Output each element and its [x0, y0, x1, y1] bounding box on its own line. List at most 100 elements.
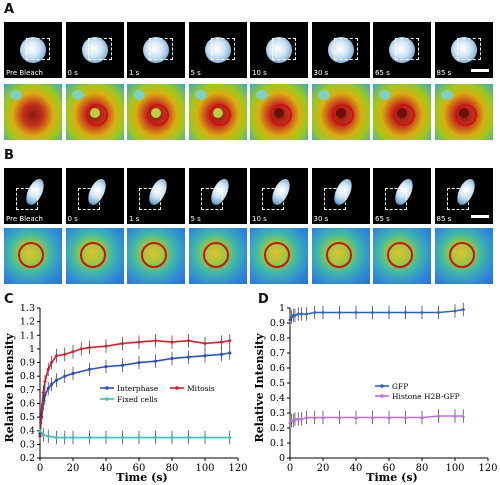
- y-tick-label: 0.4: [270, 393, 285, 404]
- x-tick-label: 120: [228, 463, 247, 474]
- bleach-roi-box: [272, 38, 296, 60]
- micrograph-tile: Pre Bleach: [4, 168, 62, 224]
- legend-mitosis-marker: [175, 386, 179, 390]
- data-point: [354, 310, 358, 315]
- data-point: [186, 355, 191, 359]
- data-point: [186, 338, 191, 343]
- cell-image: [450, 37, 477, 63]
- x-tick-label: 80: [166, 463, 179, 474]
- data-point: [304, 312, 309, 316]
- bleach-spot: [335, 108, 346, 118]
- data-point: [42, 379, 47, 384]
- data-point: [46, 434, 50, 438]
- time-label: 65 s: [375, 215, 390, 223]
- pseudocolor-tile: [311, 84, 370, 140]
- y-tick-label: 0.9: [270, 318, 285, 329]
- y-tick-label: 1: [279, 303, 285, 314]
- micrograph-tile: 1 s: [127, 168, 185, 224]
- data-point: [87, 345, 92, 350]
- series-line-fixed-cells: [39, 430, 230, 439]
- y-tick-label: 0.3: [270, 408, 285, 419]
- x-tick-label: 60: [133, 463, 146, 474]
- bleach-roi-box: [210, 38, 235, 60]
- bleach-spot: [212, 108, 223, 118]
- bleach-circle: [202, 242, 229, 268]
- data-point: [227, 338, 232, 343]
- data-point: [71, 371, 75, 376]
- micrograph-tile: 10 s: [250, 22, 308, 78]
- data-point: [104, 365, 108, 369]
- pseudocolor-tile: [434, 84, 493, 140]
- bleach-roi-box: [333, 38, 358, 60]
- data-point: [120, 363, 125, 367]
- data-point: [170, 340, 174, 345]
- data-point: [219, 352, 224, 356]
- data-point: [137, 360, 141, 365]
- x-tick-label: 0: [37, 463, 43, 474]
- bleach-roi-box: [323, 188, 346, 210]
- nucleolus-blob: [133, 90, 145, 100]
- data-point: [370, 415, 375, 419]
- y-tick-label: 0.5: [270, 378, 285, 389]
- time-label: 5 s: [190, 215, 201, 223]
- bleach-roi-box: [139, 188, 161, 210]
- bleach-roi-box: [456, 38, 481, 60]
- data-point: [79, 346, 84, 351]
- time-label: 1 s: [129, 215, 140, 223]
- bleach-spot: [458, 108, 469, 118]
- nucleolus-blob: [194, 90, 207, 100]
- pseudocolor-tile: [4, 84, 62, 140]
- panel-label-d: D: [258, 292, 269, 307]
- data-point: [170, 435, 174, 440]
- data-point: [87, 435, 92, 440]
- x-tick-label: 100: [195, 463, 214, 474]
- panel-label-c: C: [4, 292, 14, 307]
- bleach-roi-box: [16, 188, 38, 210]
- data-point: [71, 349, 75, 354]
- data-point: [461, 307, 466, 312]
- pseudocolor-tile: [188, 228, 247, 284]
- panel-a-micrographs: Pre Bleach 0 s 1 s 5 s 10 s 30 s 65 s 85 s: [4, 22, 496, 78]
- bleach-spot: [397, 108, 407, 118]
- data-point: [137, 340, 141, 345]
- data-point: [436, 310, 441, 315]
- data-point: [49, 382, 54, 386]
- y-tick-label: 0.7: [270, 348, 285, 359]
- micrograph-tile: 0 s: [65, 22, 124, 78]
- panel-label-a: A: [4, 2, 15, 17]
- data-point: [228, 351, 232, 355]
- pseudocolor-tile: [65, 84, 124, 140]
- nucleolus-blob: [256, 90, 268, 100]
- bleach-circle: [270, 104, 292, 126]
- pseudocolor-tile: [373, 84, 431, 140]
- nucleolus-blob: [10, 90, 22, 100]
- x-tick-label: 0: [287, 463, 293, 474]
- micrograph-tile: 65 s: [373, 22, 431, 78]
- data-point: [120, 435, 125, 440]
- time-label: 0 s: [67, 215, 78, 223]
- time-label: 30 s: [313, 215, 329, 223]
- data-point: [186, 435, 191, 440]
- bleach-circle: [147, 104, 169, 126]
- data-point: [387, 310, 391, 315]
- data-point: [63, 374, 67, 378]
- data-point: [54, 435, 59, 440]
- time-label: Pre Bleach: [6, 215, 43, 223]
- y-tick-label: 0.1: [270, 438, 285, 449]
- y-tick-label: 0.5: [20, 412, 35, 423]
- chart-c: 0 20 40 60 80 100 120 0.2 0.3 0.4 0.5 0.6 0.7 0.8 0.9 1…: [3, 303, 248, 484]
- legend-gfp-label: GFP: [392, 382, 408, 391]
- x-tick-label: 60: [383, 463, 396, 474]
- data-point: [137, 435, 141, 440]
- bleach-roi-box: [87, 38, 112, 60]
- x-tick-label: 100: [445, 463, 464, 474]
- data-point: [43, 393, 47, 397]
- y-tick-label: 0.9: [20, 358, 35, 369]
- nucleolus-blob: [379, 90, 391, 100]
- time-label: Pre Bleach: [6, 69, 43, 77]
- y-tick-label: 0: [279, 453, 285, 464]
- legend-fixed-marker: [105, 397, 109, 401]
- data-point: [304, 415, 309, 419]
- data-point: [453, 309, 457, 313]
- bleach-roi-box: [262, 188, 284, 210]
